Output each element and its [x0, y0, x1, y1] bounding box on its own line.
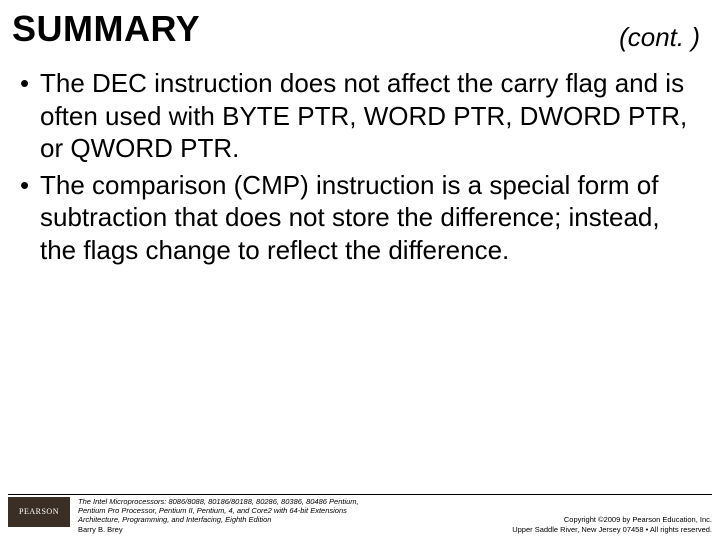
- citation-line: The Intel Microprocessors: 8086/8088, 80…: [78, 497, 359, 506]
- slide: SUMMARY (cont. ) The DEC instruction doe…: [0, 0, 720, 540]
- citation-line: Pentium Pro Processor, Pentium II, Penti…: [78, 506, 359, 515]
- slide-body: The DEC instruction does not affect the …: [0, 53, 720, 266]
- copyright-line: Upper Saddle River, New Jersey 07458 • A…: [512, 525, 712, 534]
- copyright-line: Copyright ©2009 by Pearson Education, In…: [512, 515, 712, 524]
- slide-continued: (cont. ): [619, 22, 704, 53]
- citation-block: The Intel Microprocessors: 8086/8088, 80…: [78, 497, 359, 535]
- slide-header: SUMMARY (cont. ): [0, 0, 720, 53]
- pearson-logo-text: PEARSON: [19, 507, 59, 516]
- bullet-item: The comparison (CMP) instruction is a sp…: [18, 169, 702, 267]
- copyright-block: Copyright ©2009 by Pearson Education, In…: [512, 515, 712, 534]
- footer-row: PEARSON The Intel Microprocessors: 8086/…: [0, 497, 720, 540]
- slide-title: SUMMARY: [12, 8, 200, 50]
- slide-footer: PEARSON The Intel Microprocessors: 8086/…: [0, 494, 720, 540]
- footer-rule: [8, 494, 712, 495]
- citation-line: Architecture, Programming, and Interfaci…: [78, 515, 359, 524]
- pearson-logo: PEARSON: [8, 497, 70, 527]
- citation-author: Barry B. Brey: [78, 525, 359, 534]
- bullet-item: The DEC instruction does not affect the …: [18, 67, 702, 165]
- bullet-list: The DEC instruction does not affect the …: [18, 67, 702, 266]
- footer-left: PEARSON The Intel Microprocessors: 8086/…: [8, 497, 359, 535]
